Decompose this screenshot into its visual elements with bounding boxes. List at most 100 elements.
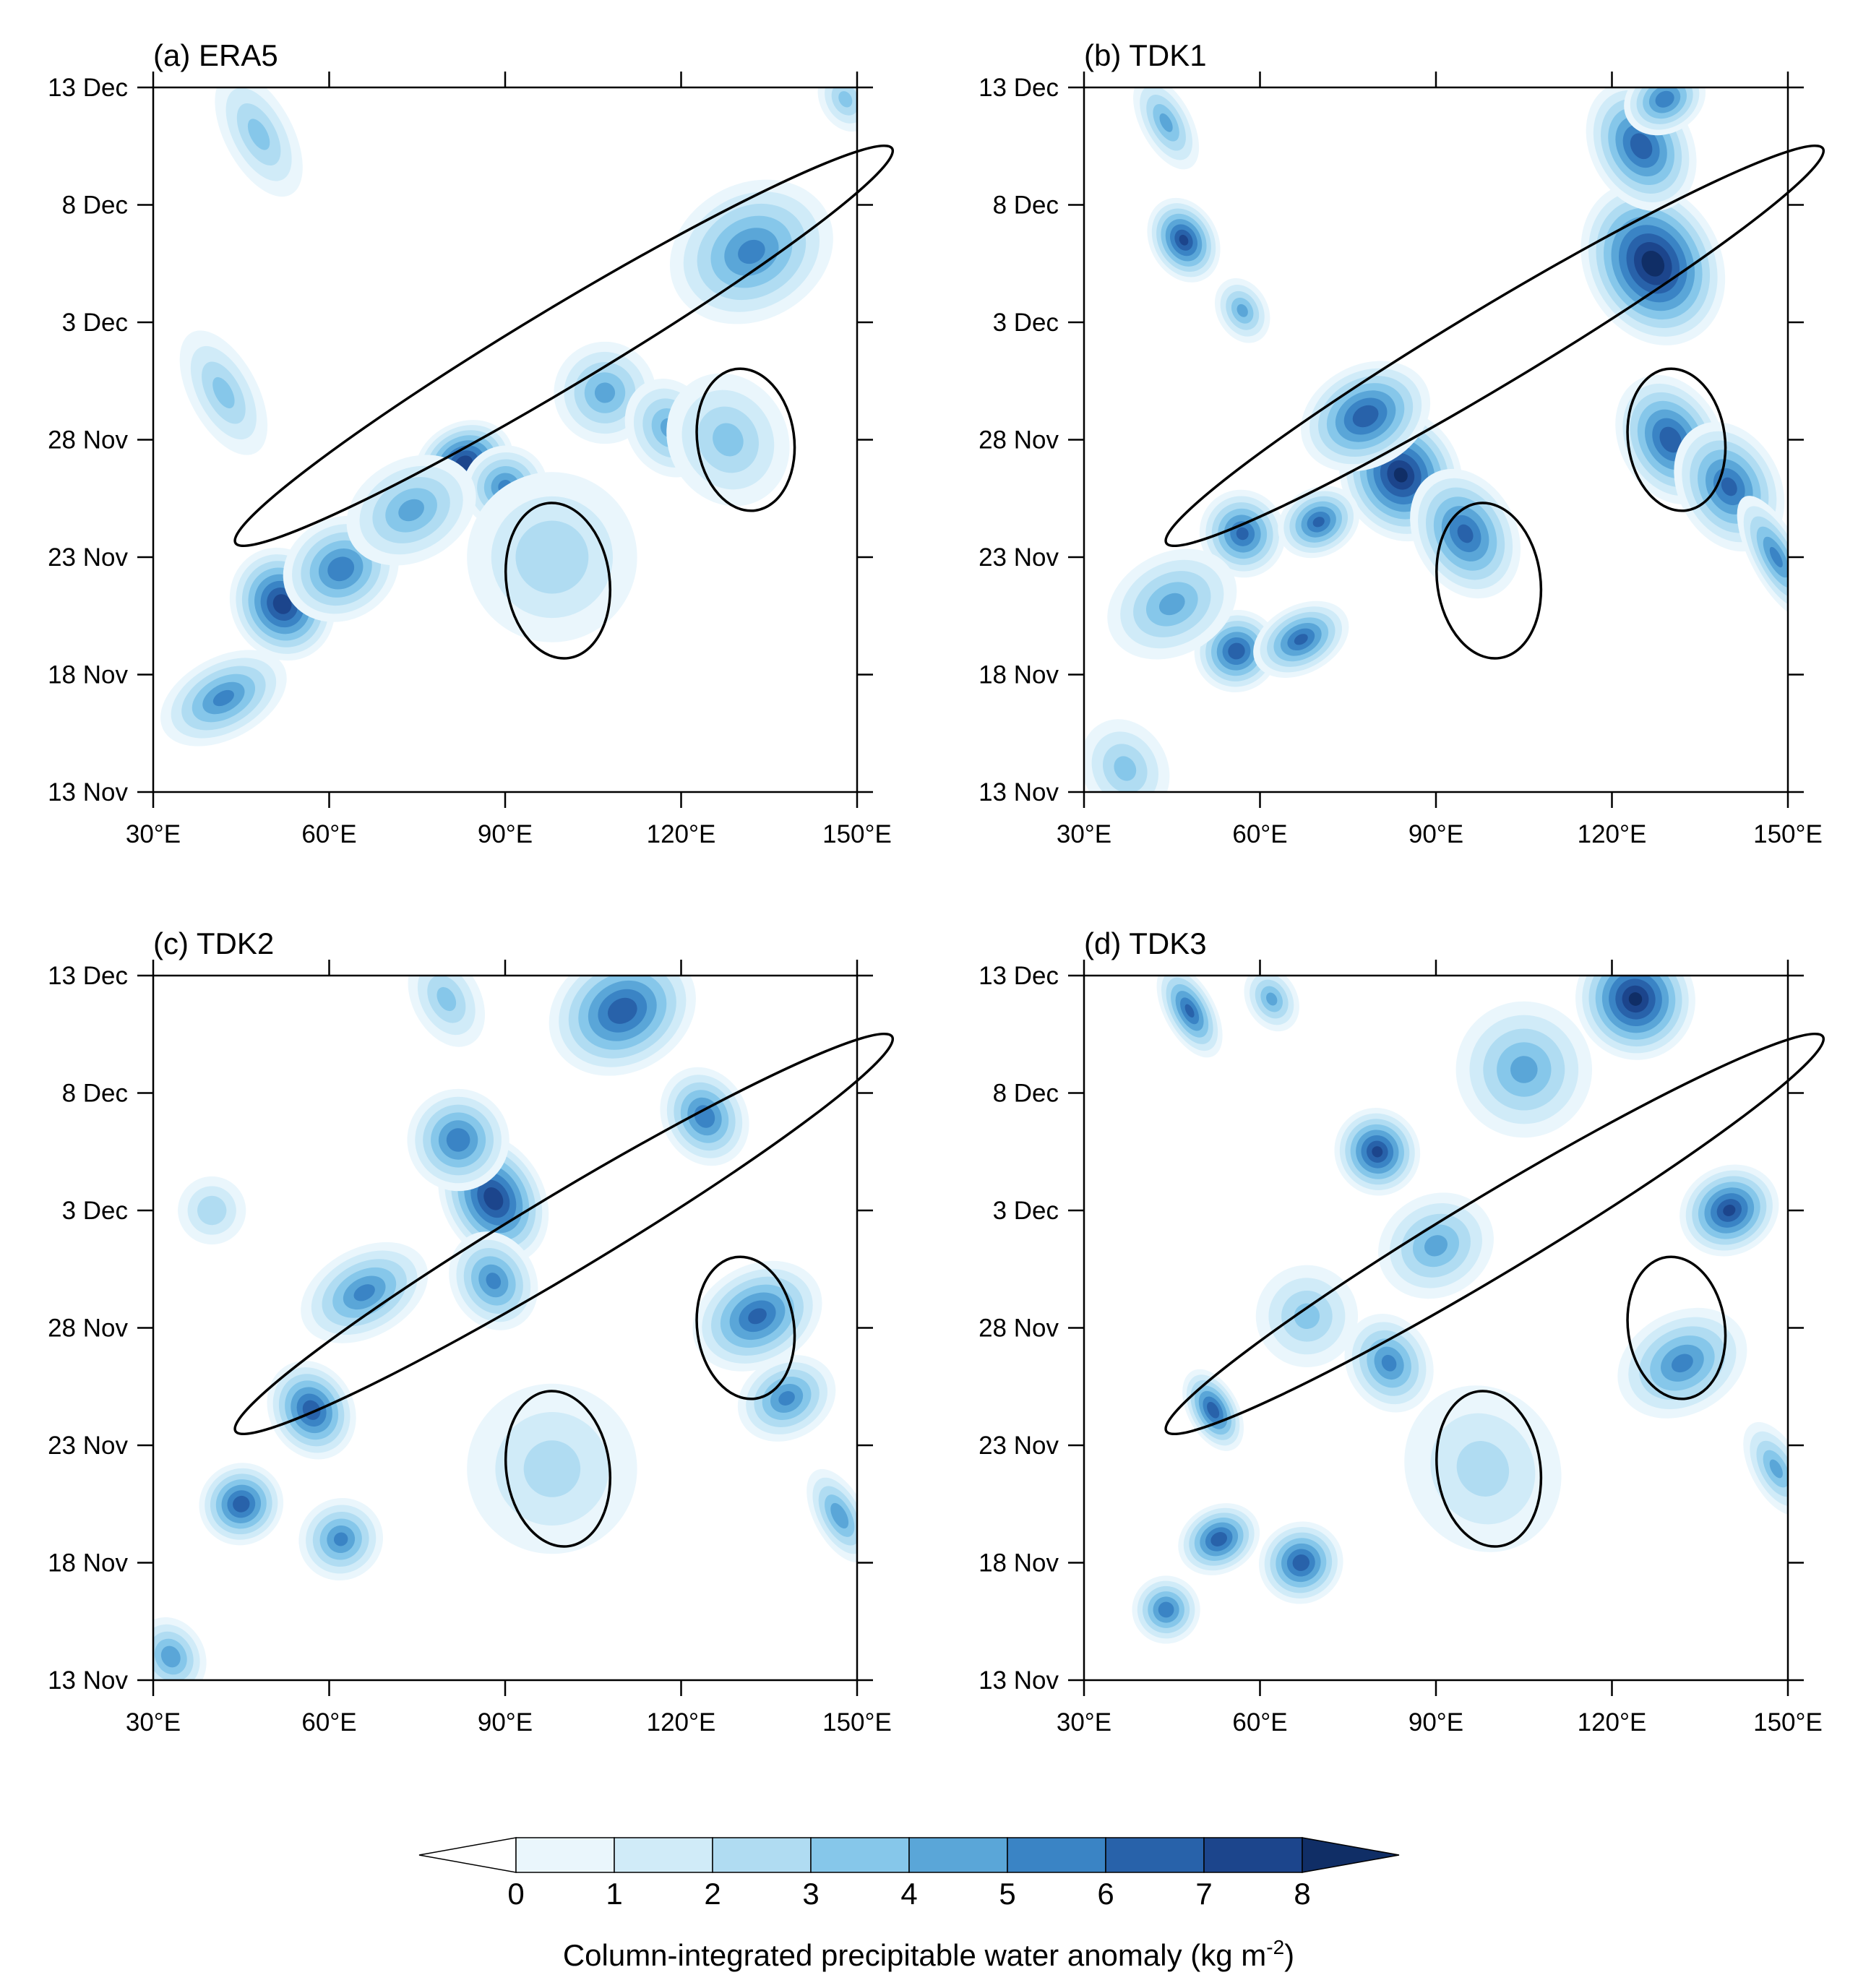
anomaly-blob <box>549 976 696 1076</box>
contour-level <box>327 556 355 582</box>
contour-level <box>1294 1303 1320 1330</box>
anomaly-blob <box>301 1242 429 1343</box>
contour-level <box>446 1128 470 1152</box>
panel-3: (c) TDK2 30°E 60°E 90°E 120°E 150°E 13 Nov 18 N… <box>48 926 895 1737</box>
contour-level <box>838 91 853 108</box>
x-tick-label: 120°E <box>647 1708 716 1737</box>
anomaly-blob <box>737 1355 836 1442</box>
anomaly-blob <box>1404 1385 1562 1552</box>
anomaly-blob <box>1624 87 1706 136</box>
anomaly-blob <box>1132 1575 1200 1644</box>
contour-level <box>1158 593 1185 616</box>
anomaly-blob <box>1344 1314 1434 1413</box>
colorbar-box <box>1203 1837 1303 1873</box>
contour-level <box>212 689 234 707</box>
y-tick-label: 13 Dec <box>48 962 128 990</box>
contour-level <box>212 376 235 409</box>
colorbar-tick-label: 2 <box>704 1877 721 1911</box>
y-tick-label: 3 Dec <box>62 1197 128 1225</box>
anomaly-blob <box>1084 719 1170 792</box>
anomaly-blob <box>179 330 268 455</box>
x-tick-label: 150°E <box>1753 1708 1823 1737</box>
contour-level <box>1159 113 1173 132</box>
anomaly-blob <box>160 650 287 746</box>
y-tick-label: 3 Dec <box>993 1197 1059 1225</box>
anomaly-blob <box>215 87 303 197</box>
panel-4: (d) TDK3 30°E 60°E 90°E 120°E 150°E 13 Nov 18 N… <box>979 926 1825 1737</box>
contour-level <box>778 1391 795 1406</box>
colorbar-box <box>1105 1837 1205 1873</box>
contour-level <box>1769 546 1783 568</box>
colorbar-tick-label: 1 <box>606 1877 622 1911</box>
anomaly-blob <box>807 1468 857 1563</box>
panels: (a) ERA5 30°E 60°E 90°E 120°E 150°E 13 Nov 18 N… <box>48 38 1825 1737</box>
colorbar-tick-label: 4 <box>900 1877 917 1911</box>
panel-title: (c) TDK2 <box>153 926 274 960</box>
x-tick-label: 60°E <box>1232 1708 1287 1737</box>
anomaly-blob <box>1133 87 1200 170</box>
contour-level <box>1630 133 1653 160</box>
contour-level <box>1769 1459 1783 1479</box>
highlight-ellipse <box>1164 144 1825 548</box>
highlight-ellipse <box>504 1390 612 1548</box>
colorbar-box <box>908 1837 1008 1873</box>
contour-level <box>523 1440 581 1497</box>
contour-level <box>1381 1354 1397 1372</box>
contour-level <box>398 499 424 522</box>
y-tick-label: 13 Nov <box>48 1666 128 1695</box>
contour-level <box>515 520 589 594</box>
colorbar-tick-labels: 0 1 2 3 4 5 6 7 8 <box>507 1877 1310 1911</box>
contour-level <box>830 1502 849 1529</box>
y-tick-label: 3 Dec <box>62 309 128 337</box>
colorbar-under-triangle <box>418 1837 517 1873</box>
y-tick-label: 28 Nov <box>979 426 1059 455</box>
contour-level <box>594 382 616 403</box>
x-tick-label: 90°E <box>1408 820 1463 848</box>
x-tick-label: 120°E <box>1578 1708 1647 1737</box>
contour-level <box>1510 1056 1538 1083</box>
contour-level <box>160 1645 181 1668</box>
colorbar-box <box>712 1837 812 1873</box>
highlight-ellipse <box>1435 502 1543 660</box>
anomaly-blob <box>1107 548 1237 660</box>
contour-level <box>1114 756 1137 781</box>
anomaly-blob <box>408 976 486 1047</box>
anomaly-blob <box>1278 486 1360 559</box>
anomaly-blob <box>666 373 790 507</box>
highlight-ellipse <box>1626 1255 1727 1400</box>
contour-level <box>1456 1441 1510 1497</box>
y-tick-label: 23 Nov <box>48 543 128 572</box>
colorbar-boxes <box>418 1837 1400 1873</box>
contour-level <box>333 1532 348 1546</box>
y-tick-label: 8 Dec <box>993 192 1059 220</box>
colorbar-tick-label: 6 <box>1097 1877 1114 1911</box>
anomaly-blob <box>692 1260 822 1372</box>
colorbar-box <box>515 1837 615 1873</box>
anomaly-field <box>1132 976 1788 1644</box>
y-tick-label: 23 Nov <box>979 543 1059 572</box>
highlight-ellipse <box>1435 1390 1543 1548</box>
y-tick-label: 13 Nov <box>48 778 128 806</box>
y-tick-label: 13 Nov <box>979 778 1059 806</box>
contour-level <box>1721 477 1737 496</box>
y-tick-label: 13 Nov <box>979 1666 1059 1695</box>
highlight-ellipse <box>233 1032 895 1436</box>
contour-level <box>1158 1601 1174 1618</box>
colorbar-box <box>614 1837 713 1873</box>
contour-level <box>1266 992 1278 1006</box>
y-tick-label: 23 Nov <box>979 1432 1059 1460</box>
y-tick-label: 3 Dec <box>993 309 1059 337</box>
anomaly-blob <box>1580 181 1726 345</box>
anomaly-blob <box>1378 1192 1494 1299</box>
x-tick-label: 60°E <box>301 820 356 848</box>
y-tick-label: 18 Nov <box>48 1549 128 1578</box>
x-tick-label: 90°E <box>478 1708 533 1737</box>
colorbar-tick-label: 0 <box>507 1877 524 1911</box>
highlight-ellipse <box>695 367 796 512</box>
anomaly-blob <box>1156 976 1223 1058</box>
contour-level <box>1659 426 1682 453</box>
x-tick-label: 150°E <box>822 1708 892 1737</box>
contour-level <box>233 1495 250 1512</box>
contour-level <box>1236 527 1249 541</box>
